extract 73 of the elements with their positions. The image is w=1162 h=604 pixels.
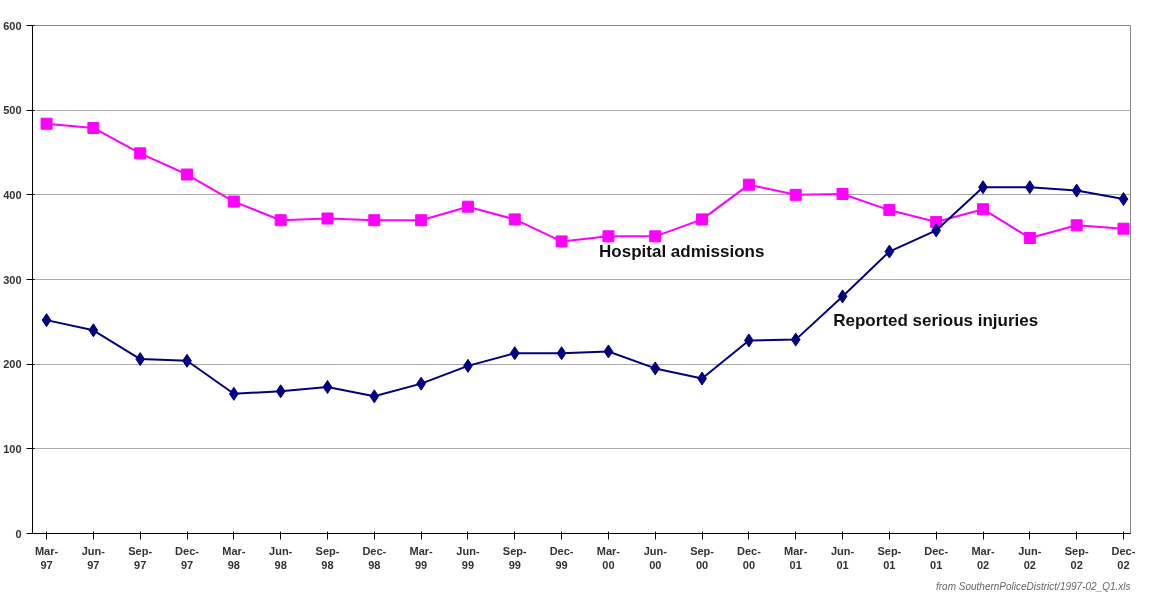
x-tick-label: Dec-00 bbox=[736, 544, 762, 571]
point bbox=[322, 380, 333, 395]
x-tick-label: Jun-99 bbox=[456, 544, 480, 571]
point bbox=[790, 332, 801, 347]
point bbox=[274, 214, 287, 227]
x-tick-label: Sep-01 bbox=[877, 544, 902, 571]
x-tick-label: Sep-99 bbox=[502, 544, 528, 571]
point bbox=[227, 195, 240, 208]
x-tick-label: Jun-01 bbox=[830, 544, 855, 571]
point bbox=[650, 361, 661, 376]
point bbox=[88, 323, 99, 338]
x-tick-label: Mar-97 bbox=[34, 544, 59, 571]
x-tick-label: Mar-02 bbox=[971, 544, 995, 571]
x-tick-label: Jun-97 bbox=[81, 544, 106, 571]
point bbox=[883, 204, 896, 217]
point bbox=[696, 213, 709, 226]
point bbox=[321, 212, 334, 225]
point bbox=[603, 344, 614, 359]
series-label: Reported serious injuries bbox=[833, 311, 1039, 331]
point bbox=[556, 346, 567, 361]
point bbox=[602, 230, 615, 243]
point bbox=[41, 313, 52, 328]
x-tick-label: Dec-02 bbox=[1111, 544, 1136, 571]
point bbox=[837, 289, 848, 304]
x-tick-label: Jun-00 bbox=[643, 544, 668, 571]
point bbox=[836, 187, 849, 200]
y-tick-label: 0 bbox=[15, 527, 22, 540]
point bbox=[87, 121, 100, 134]
point bbox=[1118, 192, 1129, 207]
x-tick-label: Dec-97 bbox=[175, 544, 200, 571]
point bbox=[789, 188, 802, 201]
x-tick-label: Dec-98 bbox=[362, 544, 387, 571]
point bbox=[509, 346, 520, 361]
x-tick-label: Mar-01 bbox=[784, 544, 808, 571]
x-tick-label: Sep-97 bbox=[128, 544, 153, 571]
x-tick-label: Sep-98 bbox=[315, 544, 340, 571]
point bbox=[135, 352, 146, 367]
point bbox=[1023, 232, 1036, 245]
point bbox=[134, 147, 147, 160]
x-tick-label: Jun-02 bbox=[1018, 544, 1042, 571]
y-tick-label: 100 bbox=[3, 442, 22, 455]
x-tick-label: Mar-00 bbox=[596, 544, 621, 571]
text: from SouthernPoliceDistrict/1997-02_Q1.xls bbox=[935, 580, 1131, 592]
point bbox=[508, 213, 521, 226]
x-tick-label: Mar-98 bbox=[222, 544, 246, 571]
y-tick-label: 500 bbox=[3, 104, 22, 117]
point bbox=[40, 117, 53, 130]
point bbox=[368, 214, 381, 227]
point bbox=[1070, 219, 1083, 232]
series-label: Hospital admissions bbox=[599, 241, 765, 261]
y-tick-label: 400 bbox=[3, 188, 22, 201]
point bbox=[555, 235, 568, 248]
x-tick-label: Dec-99 bbox=[549, 544, 574, 571]
x-tick-label: Sep-00 bbox=[690, 544, 715, 571]
y-tick-label: 200 bbox=[3, 358, 22, 371]
point bbox=[649, 230, 662, 243]
point bbox=[275, 384, 286, 399]
point bbox=[742, 178, 755, 191]
point bbox=[1117, 222, 1130, 235]
point bbox=[415, 214, 428, 227]
x-tick-label: Mar-99 bbox=[409, 544, 434, 571]
x-tick-label: Jun-98 bbox=[269, 544, 293, 571]
point bbox=[884, 244, 895, 259]
point bbox=[181, 168, 194, 181]
point bbox=[369, 389, 380, 404]
x-tick-label: Dec-01 bbox=[924, 544, 949, 571]
point bbox=[1071, 183, 1082, 198]
x-tick-label: Sep-02 bbox=[1064, 544, 1089, 571]
point bbox=[977, 203, 990, 216]
y-tick-label: 300 bbox=[3, 273, 22, 286]
point bbox=[461, 200, 474, 213]
y-tick-label: 600 bbox=[3, 19, 22, 32]
point bbox=[931, 223, 942, 238]
